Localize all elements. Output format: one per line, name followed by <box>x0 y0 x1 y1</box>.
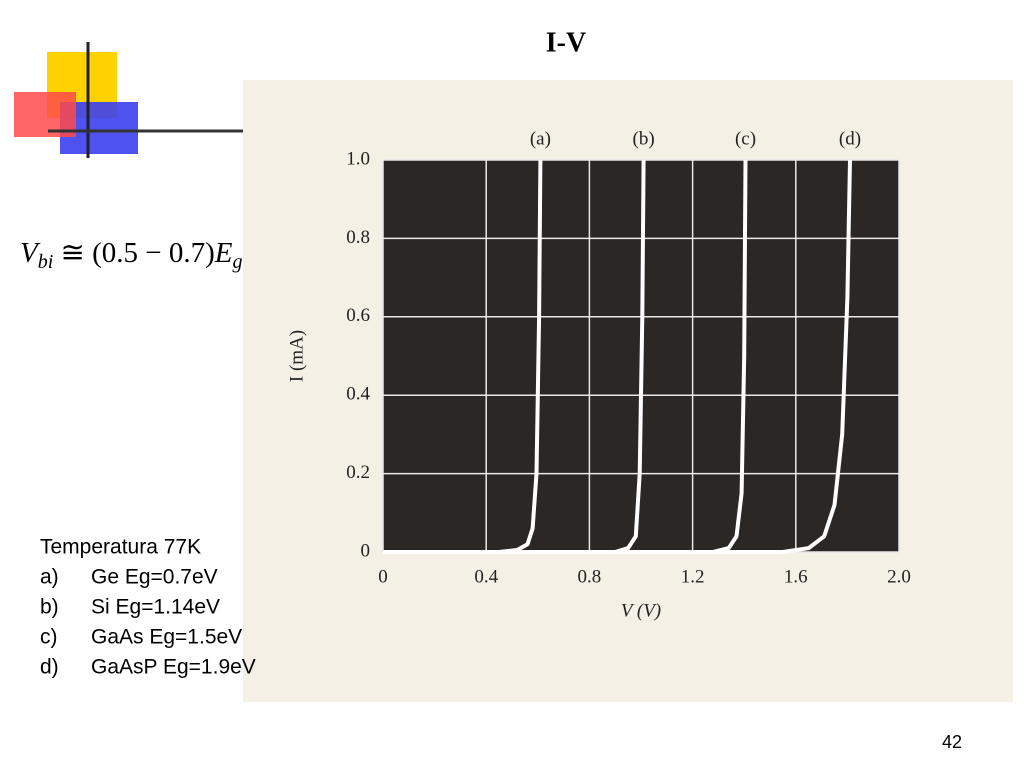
formula: Vbi ≅ (0.5 − 0.7)Eg <box>20 237 242 273</box>
series-label: (a) <box>530 128 551 149</box>
formula-v-sub: bi <box>38 251 54 273</box>
chart: 0 0.2 0.4 0.6 0.8 1.0 0 0.4 0.8 1.2 1.6 2.0 V (V) I (… <box>286 128 911 621</box>
x-tick-label: 2.0 <box>887 566 911 587</box>
y-tick-label: 1.0 <box>346 148 370 169</box>
list-text: GaAsP Eg=1.9eV <box>91 656 256 679</box>
x-tick-label: 0.8 <box>578 566 602 587</box>
formula-middle: ≅ (0.5 − 0.7) <box>53 237 214 269</box>
list-text: GaAs Eg=1.5eV <box>91 626 242 649</box>
formula-v: V <box>20 237 41 269</box>
list-marker: b) <box>40 596 59 619</box>
formula-e: E <box>214 237 233 269</box>
y-tick-label: 0.6 <box>346 305 370 326</box>
x-tick-label: 1.6 <box>784 566 808 587</box>
y-tick-label: 0 <box>361 540 371 561</box>
y-tick-label: 0.2 <box>346 462 370 483</box>
series-label: (c) <box>735 128 756 149</box>
series-line <box>383 159 852 554</box>
notes-heading: Temperatura 77K <box>40 536 201 559</box>
series-label: (b) <box>633 128 655 149</box>
list-marker: d) <box>40 656 59 679</box>
page-number: 42 <box>942 732 962 752</box>
y-axis-label: I (mA) <box>286 330 307 382</box>
y-tick-label: 0.8 <box>346 227 370 248</box>
logo <box>14 42 243 158</box>
formula-e-sub: g <box>232 251 242 273</box>
list-text: Ge Eg=0.7eV <box>91 566 218 589</box>
series-label: (d) <box>839 128 861 149</box>
list-marker: c) <box>40 626 58 649</box>
list-text: Si Eg=1.14eV <box>91 596 220 619</box>
x-tick-label: 0.4 <box>474 566 498 587</box>
list-marker: a) <box>40 566 59 589</box>
x-axis-label: V (V) <box>621 600 661 621</box>
slide-title: I-V <box>546 27 586 58</box>
y-tick-label: 0.4 <box>346 384 370 405</box>
notes: Temperatura 77K a) Ge Eg=0.7eV b) Si Eg=1.14… <box>40 536 256 679</box>
x-tick-label: 1.2 <box>681 566 705 587</box>
x-tick-label: 0 <box>378 566 388 587</box>
